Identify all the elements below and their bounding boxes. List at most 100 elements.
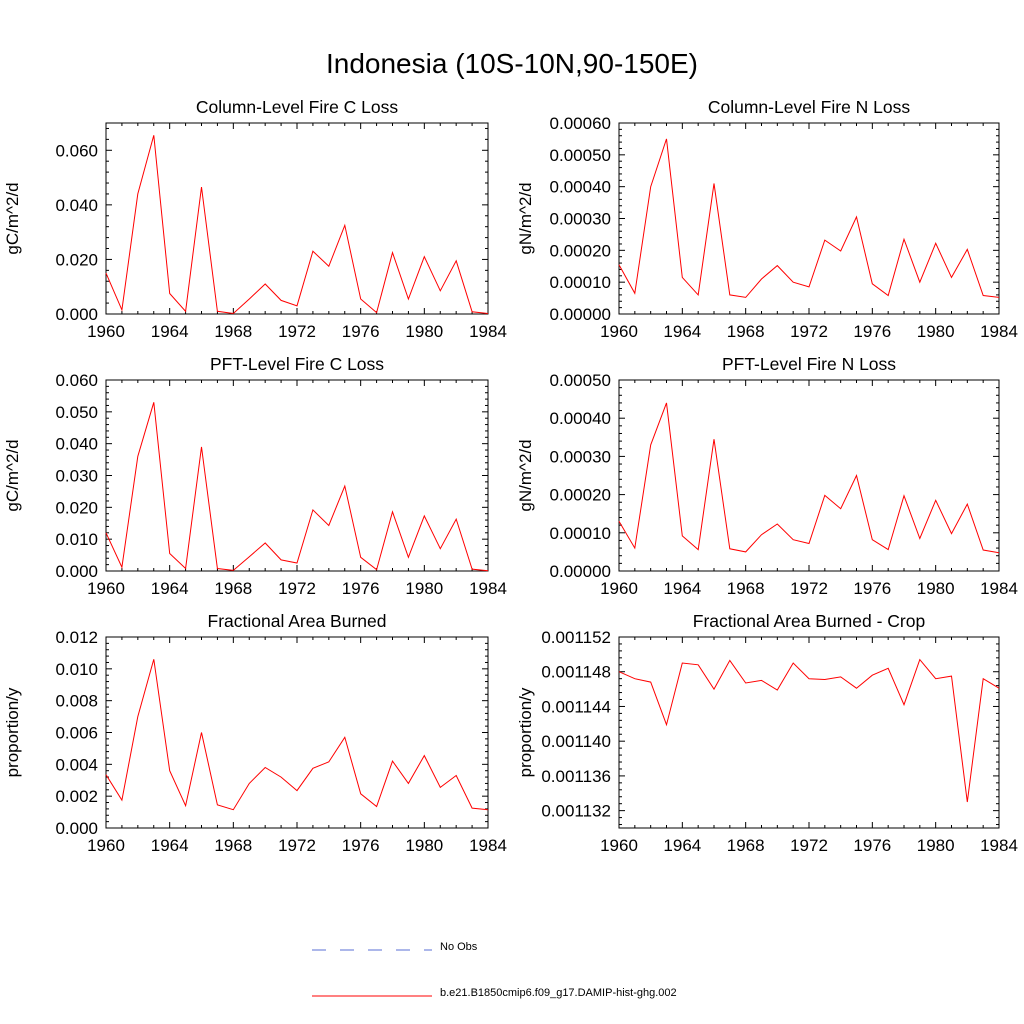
x-tick-label: 1984 [980, 322, 1018, 341]
y-axis-label: gC/m^2/d [3, 182, 22, 254]
x-tick-label: 1964 [663, 836, 701, 855]
x-tick-label: 1976 [342, 322, 380, 341]
x-tick-label: 1976 [853, 322, 891, 341]
y-tick-label: 0.060 [55, 371, 98, 390]
series-line [105, 402, 489, 572]
y-tick-label: 0.000 [55, 562, 98, 581]
x-tick-label: 1984 [469, 579, 507, 598]
x-tick-label: 1960 [600, 836, 638, 855]
x-tick-label: 1984 [469, 836, 507, 855]
y-tick-label: 0.006 [55, 724, 98, 743]
x-tick-label: 1964 [151, 322, 189, 341]
y-axis-label: gN/m^2/d [516, 182, 535, 254]
legend-label-model-run: b.e21.B1850cmip6.f09_g17.DAMIP-hist-ghg.… [440, 987, 677, 999]
legend-label-no-obs: No Obs [440, 941, 478, 953]
x-tick-label: 1964 [663, 579, 701, 598]
plot-frame [105, 636, 489, 829]
chart-panel-3: 1960 1964 1968 1972 1976 1980 1984 0.000 0.010 0.… [3, 354, 507, 598]
x-tick-label: 1968 [214, 836, 252, 855]
x-tick-label: 1960 [600, 322, 638, 341]
y-tick-label: 0.00030 [550, 210, 611, 229]
y-tick-label: 0.000 [55, 819, 98, 838]
x-tick-label: 1968 [727, 322, 765, 341]
x-tick-label: 1972 [278, 322, 316, 341]
x-tick-label: 1976 [853, 579, 891, 598]
panel-title: Fractional Area Burned [208, 611, 387, 631]
x-tick-label: 1984 [469, 322, 507, 341]
y-tick-label: 0.020 [55, 498, 98, 517]
chart-panel-6: 1960 1964 1968 1972 1976 1980 1984 0.001132 0.00… [516, 611, 1018, 855]
y-tick-label: 0.010 [55, 530, 98, 549]
x-tick-label: 1968 [214, 322, 252, 341]
y-tick-label: 0.00000 [550, 562, 611, 581]
x-tick-label: 1980 [917, 836, 955, 855]
y-axis-label: proportion/y [3, 687, 22, 777]
y-tick-label: 0.010 [55, 660, 98, 679]
y-tick-label: 0.001144 [541, 697, 611, 716]
plot-frame [618, 636, 1000, 829]
y-tick-label: 0.030 [55, 467, 98, 486]
x-tick-label: 1976 [342, 836, 380, 855]
y-tick-label: 0.00050 [550, 146, 611, 165]
x-tick-label: 1972 [790, 579, 828, 598]
x-tick-label: 1980 [405, 322, 443, 341]
panel-title: PFT-Level Fire N Loss [722, 354, 896, 374]
y-axis-label: proportion/y [516, 687, 535, 777]
series-line [105, 659, 489, 811]
x-tick-label: 1964 [663, 322, 701, 341]
panel-title: PFT-Level Fire C Loss [210, 354, 384, 374]
series-line [618, 658, 1000, 803]
x-tick-label: 1972 [790, 836, 828, 855]
y-tick-label: 0.00010 [550, 524, 611, 543]
x-tick-label: 1972 [278, 579, 316, 598]
y-tick-label: 0.008 [55, 692, 98, 711]
x-tick-label: 1976 [853, 836, 891, 855]
x-tick-label: 1964 [151, 579, 189, 598]
legend-swatch-dashed [312, 949, 432, 951]
y-tick-label: 0.00040 [550, 178, 611, 197]
y-tick-label: 0.00060 [550, 114, 611, 133]
x-tick-label: 1980 [917, 579, 955, 598]
chart-panel-4: 1960 1964 1968 1972 1976 1980 1984 0.00000 0.000… [516, 354, 1018, 598]
x-tick-label: 1980 [405, 579, 443, 598]
y-tick-label: 0.001148 [541, 663, 611, 682]
x-tick-label: 1980 [405, 836, 443, 855]
x-tick-label: 1960 [87, 836, 125, 855]
y-tick-label: 0.001140 [541, 732, 611, 751]
figure-title: Indonesia (10S-10N,90-150E) [325, 48, 698, 79]
y-tick-label: 0.00010 [550, 273, 611, 292]
x-tick-label: 1984 [980, 579, 1018, 598]
y-tick-label: 0.001152 [541, 628, 611, 647]
y-tick-label: 0.00020 [550, 241, 611, 260]
y-tick-label: 0.001132 [541, 802, 611, 821]
y-tick-label: 0.060 [55, 141, 98, 160]
x-tick-label: 1960 [600, 579, 638, 598]
panel-title: Column-Level Fire N Loss [708, 97, 911, 117]
y-tick-label: 0.00000 [550, 305, 611, 324]
y-tick-label: 0.00030 [550, 447, 611, 466]
series-line [105, 135, 489, 315]
panel-title: Column-Level Fire C Loss [196, 97, 399, 117]
y-tick-label: 0.00050 [550, 371, 611, 390]
y-tick-label: 0.040 [55, 435, 98, 454]
chart-panel-1: 1960 1964 1968 1972 1976 1980 1984 0.000 0.020 0.… [3, 97, 507, 341]
y-tick-label: 0.00020 [550, 486, 611, 505]
series-line [618, 138, 1000, 298]
x-tick-label: 1984 [980, 836, 1018, 855]
y-tick-label: 0.050 [55, 403, 98, 422]
y-tick-label: 0.012 [55, 628, 98, 647]
y-axis-label: gN/m^2/d [516, 439, 535, 511]
x-tick-label: 1968 [727, 836, 765, 855]
x-tick-label: 1980 [917, 322, 955, 341]
x-tick-label: 1972 [790, 322, 828, 341]
x-tick-label: 1960 [87, 579, 125, 598]
x-tick-label: 1968 [214, 579, 252, 598]
y-axis-label: gC/m^2/d [3, 439, 22, 511]
y-tick-label: 0.040 [55, 196, 98, 215]
x-tick-label: 1972 [278, 836, 316, 855]
panel-title: Fractional Area Burned - Crop [693, 611, 925, 631]
chart-panel-2: 1960 1964 1968 1972 1976 1980 1984 0.00000 0.000… [516, 97, 1018, 341]
y-tick-label: 0.000 [55, 305, 98, 324]
